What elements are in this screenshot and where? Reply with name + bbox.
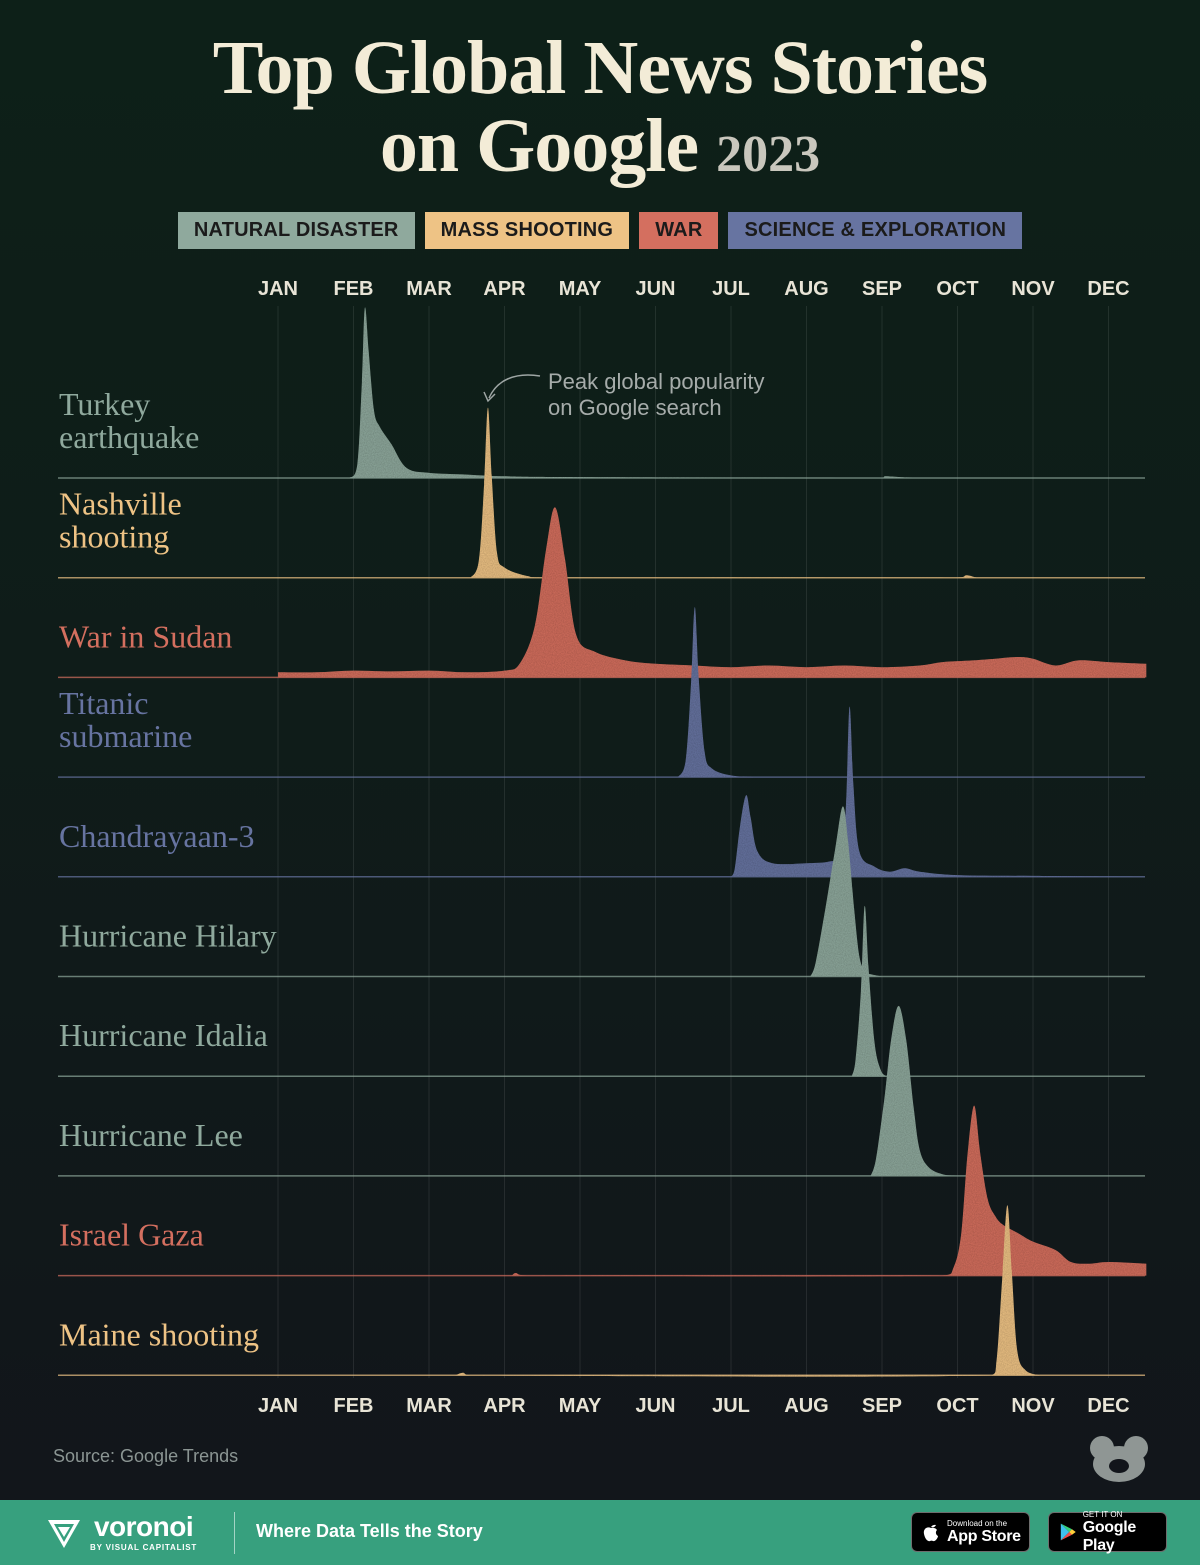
footer-tagline: Where Data Tells the Story	[256, 1521, 483, 1541]
legend-war: WAR	[639, 212, 719, 249]
app-store-label: App Store	[947, 1527, 1021, 1545]
row-label-israel-gaza: Israel Gaza	[59, 1217, 204, 1253]
annotation-arrowhead	[483, 391, 496, 403]
google-play-label: Google Play	[1082, 1518, 1137, 1554]
footer-bar: voronoi BY VISUAL CAPITALIST Where Data …	[0, 1500, 1200, 1565]
month-label-top-nov: NOV	[1011, 278, 1055, 300]
month-label-bottom-jul: JUL	[712, 1395, 750, 1417]
ridge-hurricane-hilary	[810, 806, 882, 977]
chart-title-line2: on Google 2023	[0, 106, 1200, 195]
chart-title-year: 2023	[716, 126, 821, 183]
ridge-titanic-submarine	[678, 607, 754, 778]
brand-subtitle: BY VISUAL CAPITALIST	[90, 1543, 198, 1552]
row-label-hurricane-idalia: Hurricane Idalia	[59, 1017, 268, 1053]
chart-title-main: on Google	[379, 104, 699, 188]
month-label-bottom-jan: JAN	[258, 1395, 298, 1417]
row-label-turkey-earthquake-line1: Turkey	[59, 386, 150, 422]
ridge-war-in-sudan	[278, 507, 1147, 678]
month-label-top-may: MAY	[559, 278, 602, 300]
annotation-line1: Peak global popularity	[548, 369, 764, 394]
legend-natural-disaster: NATURAL DISASTER	[177, 212, 415, 249]
row-label-hurricane-lee: Hurricane Lee	[59, 1117, 243, 1153]
month-label-top-sep: SEP	[862, 278, 902, 300]
row-label-titanic-submarine-line1: Titanic	[59, 685, 149, 721]
apple-icon	[923, 1524, 938, 1542]
month-label-bottom-nov: NOV	[1011, 1395, 1055, 1417]
row-label-hurricane-hilary: Hurricane Hilary	[59, 918, 277, 954]
month-label-top-aug: AUG	[784, 278, 828, 300]
month-label-bottom-may: MAY	[559, 1395, 602, 1417]
voronoi-logo-icon	[48, 1519, 80, 1548]
mascot-icon	[1090, 1436, 1148, 1482]
ridge-hurricane-lee	[870, 1005, 958, 1176]
app-store-button[interactable]: Download on the App Store	[911, 1512, 1030, 1552]
legend-mass-shooting: MASS SHOOTING	[424, 212, 630, 249]
month-label-bottom-feb: FEB	[334, 1395, 374, 1417]
voronoi-logo[interactable]: voronoi BY VISUAL CAPITALIST	[46, 1510, 197, 1555]
legend-science-exploration: SCIENCE & EXPLORATION	[728, 212, 1023, 249]
ridge-maine-shooting	[455, 1205, 1041, 1377]
row-label-titanic-submarine-line2: submarine	[59, 718, 192, 754]
peak-annotation: Peak global popularity on Google search	[483, 369, 764, 420]
month-label-top-jul: JUL	[712, 278, 750, 300]
month-label-bottom-apr: APR	[483, 1395, 526, 1417]
month-label-top-apr: APR	[483, 278, 526, 300]
app-store-small-text: Download on the	[947, 1518, 1008, 1528]
month-label-bottom-aug: AUG	[784, 1395, 828, 1417]
google-play-icon	[1060, 1523, 1076, 1541]
month-label-bottom-jun: JUN	[635, 1395, 675, 1417]
row-label-chandrayaan-3: Chandrayaan-3	[59, 818, 254, 854]
ridge-israel-gaza	[512, 1105, 1147, 1277]
footer-divider	[234, 1512, 235, 1554]
row-label-nashville-shooting-line2: shooting	[59, 519, 169, 555]
brand-name: voronoi	[93, 1511, 194, 1542]
annotation-line2: on Google search	[548, 395, 722, 420]
google-play-button[interactable]: GET IT ON Google Play	[1048, 1509, 1167, 1554]
month-label-top-jan: JAN	[258, 278, 298, 300]
month-label-bottom-dec: DEC	[1087, 1395, 1129, 1417]
month-label-bottom-oct: OCT	[936, 1395, 978, 1417]
row-label-maine-shooting: Maine shooting	[59, 1316, 259, 1352]
month-label-top-feb: FEB	[334, 278, 374, 300]
source-note: Source: Google Trends	[53, 1446, 239, 1466]
row-label-turkey-earthquake-line2: earthquake	[59, 419, 199, 455]
row-label-nashville-shooting-line1: Nashville	[59, 486, 182, 522]
month-label-top-dec: DEC	[1087, 278, 1129, 300]
annotation-arrow	[488, 374, 541, 399]
chart-title-line1: Top Global News Stories	[212, 26, 988, 110]
ridge-chandrayaan-3	[731, 706, 1147, 877]
month-label-bottom-sep: SEP	[862, 1395, 902, 1417]
legend: NATURAL DISASTER MASS SHOOTING WAR SCIEN…	[0, 212, 1200, 249]
month-label-top-oct: OCT	[936, 278, 978, 300]
month-label-top-mar: MAR	[406, 278, 452, 300]
month-label-bottom-mar: MAR	[406, 1395, 452, 1417]
month-label-top-jun: JUN	[635, 278, 675, 300]
ridge-hurricane-idalia	[851, 905, 886, 1077]
row-label-war-in-sudan: War in Sudan	[59, 618, 232, 654]
google-play-small-text: GET IT ON	[1082, 1509, 1123, 1519]
